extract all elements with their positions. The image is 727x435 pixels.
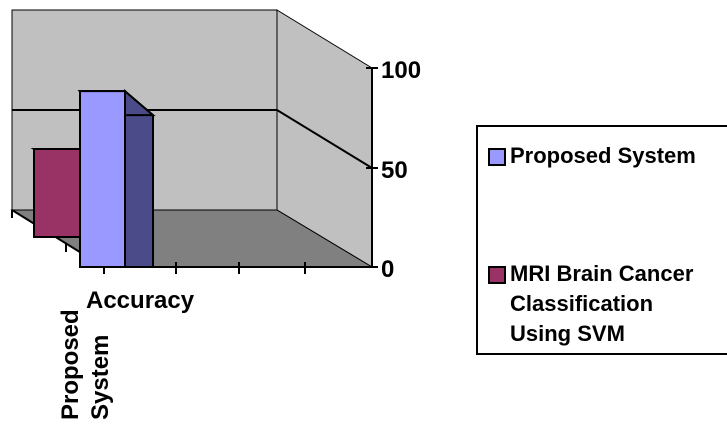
bar-front-proposed-system: [79, 90, 126, 268]
bar-front-mri-svm: [33, 148, 81, 238]
legend-label-proposed-system: Proposed System: [510, 143, 696, 168]
legend-label-mri-svm: MRI Brain Cancer Classification Using SV…: [510, 261, 694, 346]
legend-swatch-mri-svm: [488, 266, 506, 284]
bar-side-proposed-system: [124, 89, 154, 268]
legend: Proposed System MRI Brain Cancer Classif…: [476, 125, 727, 355]
x-rotated-label-line-2: System: [87, 335, 114, 420]
x-rotated-label-proposed-system: Proposed System: [57, 309, 114, 420]
y-tick-label-0: 0: [381, 256, 394, 283]
legend-item-proposed-system: Proposed System: [488, 141, 696, 171]
legend-swatch-proposed-system: [488, 148, 506, 166]
bars-group: [30, 89, 156, 268]
x-tick-label-accuracy: Accuracy: [86, 287, 195, 314]
y-tick-label-100: 100: [381, 57, 421, 84]
y-tick-label-50: 50: [381, 157, 408, 184]
x-rotated-label-line-1: Proposed: [57, 309, 84, 420]
legend-item-mri-svm: MRI Brain Cancer Classification Using SV…: [488, 259, 693, 349]
